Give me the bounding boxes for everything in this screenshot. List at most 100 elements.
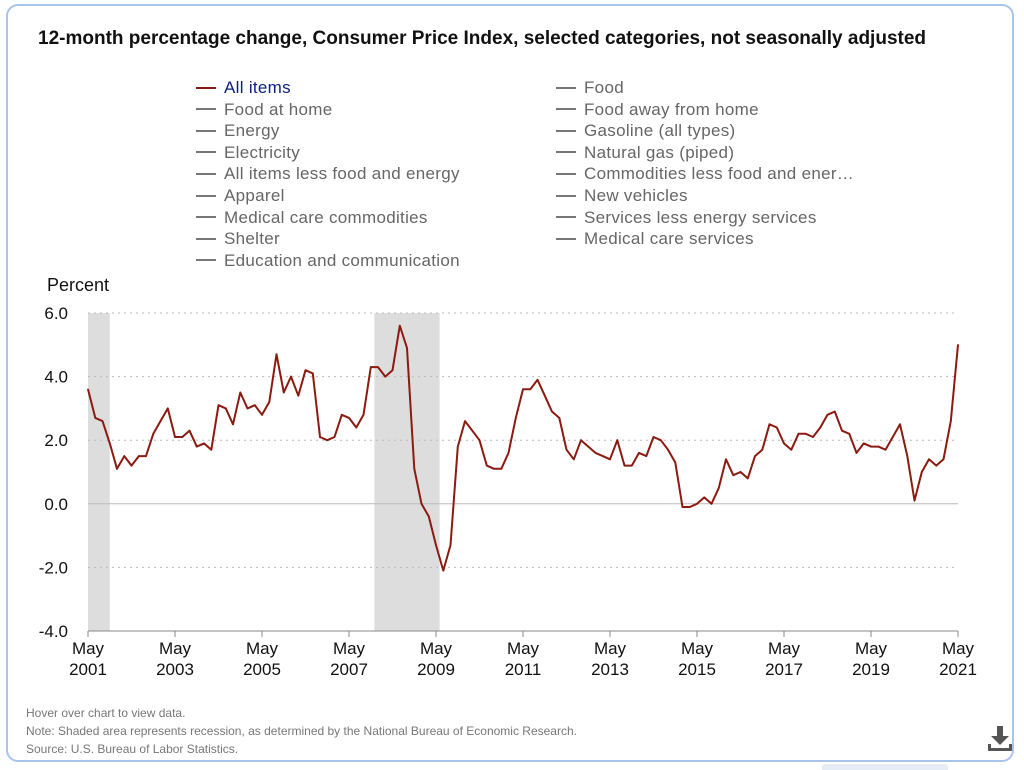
data-point <box>949 420 952 422</box>
data-point <box>87 388 89 391</box>
x-tick-year: 2005 <box>243 660 281 679</box>
data-point <box>493 468 495 470</box>
data-point <box>529 388 532 391</box>
legend-swatch <box>196 108 216 111</box>
data-point <box>884 448 887 451</box>
y-tick-label: 0.0 <box>44 495 68 514</box>
legend-item-food[interactable]: Food <box>556 77 624 99</box>
legend-item-food-at-home[interactable]: Food at home <box>196 99 333 121</box>
legend-swatch <box>556 86 576 89</box>
data-point <box>703 496 706 499</box>
legend-item-energy[interactable]: Energy <box>196 120 280 142</box>
legend-item-natural-gas-piped[interactable]: Natural gas (piped) <box>556 142 734 164</box>
x-tick-year: 2011 <box>505 660 542 679</box>
legend-item-education-and-communication[interactable]: Education and communication <box>196 250 460 272</box>
legend-item-all-items[interactable]: All items <box>196 77 291 99</box>
data-point <box>543 394 546 397</box>
legend-item-all-items-less-food-and-energy[interactable]: All items less food and energy <box>196 163 460 185</box>
data-point <box>906 455 909 457</box>
data-point <box>188 429 191 432</box>
legend-label: Medical care services <box>584 229 754 249</box>
data-point <box>348 417 350 419</box>
x-tick-year: 2003 <box>156 660 194 679</box>
data-point <box>478 439 481 442</box>
data-point <box>710 503 713 505</box>
data-point <box>333 436 336 438</box>
legend-item-gasoline-all-types[interactable]: Gasoline (all types) <box>556 120 736 142</box>
chart-footer: Hover over chart to view data. Note: Sha… <box>26 704 577 758</box>
data-point <box>145 455 147 457</box>
legend-item-shelter[interactable]: Shelter <box>196 228 280 250</box>
chart-title: 12-month percentage change, Consumer Pri… <box>38 28 927 49</box>
data-point <box>601 455 604 457</box>
x-tick-year: 2013 <box>591 660 629 679</box>
data-point <box>746 477 749 480</box>
data-point <box>210 448 213 451</box>
data-point <box>848 433 851 435</box>
legend-item-medical-care-commodities[interactable]: Medical care commodities <box>196 207 428 229</box>
data-point <box>442 569 445 572</box>
data-point <box>420 503 423 505</box>
data-point <box>377 366 379 368</box>
bottom-tab <box>822 764 948 770</box>
legend-item-services-less-energy-services[interactable]: Services less energy services <box>556 207 817 229</box>
legend-item-food-away-from-home[interactable]: Food away from home <box>556 99 759 121</box>
data-point <box>232 423 234 426</box>
data-point <box>761 448 764 451</box>
data-point <box>877 445 880 448</box>
legend-label: Energy <box>224 121 280 141</box>
data-point <box>427 515 430 518</box>
x-tick-month: May <box>72 639 105 658</box>
data-point <box>572 458 575 461</box>
data-point <box>659 439 662 442</box>
x-tick-month: May <box>246 639 279 658</box>
legend-item-electricity[interactable]: Electricity <box>196 142 300 164</box>
legend-item-new-vehicles[interactable]: New vehicles <box>556 185 688 207</box>
data-point <box>311 372 314 375</box>
source-note: Source: U.S. Bureau of Labor Statistics. <box>26 742 239 756</box>
legend-swatch <box>556 194 576 197</box>
legend-swatch <box>196 237 216 240</box>
data-point <box>674 461 677 464</box>
legend-item-medical-care-services[interactable]: Medical care services <box>556 228 754 250</box>
data-point <box>783 442 785 445</box>
data-point <box>224 407 227 410</box>
data-point <box>130 464 133 467</box>
download-icon[interactable] <box>984 722 1016 754</box>
data-point <box>391 369 394 372</box>
data-point <box>804 433 807 435</box>
x-tick-month: May <box>855 639 888 658</box>
data-point <box>725 458 727 461</box>
x-tick-month: May <box>594 639 627 658</box>
y-axis-ticks: 6.0 4.0 2.0 0.0 -2.0 -4.0 <box>39 304 68 641</box>
data-point <box>536 378 539 381</box>
legend-swatch <box>556 172 576 175</box>
legend-label: Services less energy services <box>584 207 817 227</box>
data-point <box>775 426 778 429</box>
data-point <box>355 426 358 429</box>
data-point <box>645 455 648 457</box>
chart-frame <box>6 4 1014 762</box>
data-point <box>913 499 916 502</box>
data-point <box>935 464 938 467</box>
y-axis-label: Percent <box>47 275 109 295</box>
y-tick-label: 4.0 <box>44 368 68 387</box>
data-point <box>261 413 263 416</box>
legend-label: Food at home <box>224 99 333 119</box>
data-point <box>152 433 155 435</box>
data-point <box>957 344 959 346</box>
legend-label: Commodities less food and ener… <box>584 164 855 184</box>
data-point <box>551 410 553 413</box>
x-tick-month: May <box>333 639 366 658</box>
data-point <box>812 436 814 438</box>
x-axis-ticks: May 2001 May 2003 May 2005 May 2007 May 2009 May 20… <box>69 631 977 679</box>
legend-item-apparel[interactable]: Apparel <box>196 185 285 207</box>
legend-label: Shelter <box>224 229 280 249</box>
data-point <box>739 471 742 473</box>
x-tick-month: May <box>507 639 540 658</box>
legend-item-commodities-less-food-and-ener[interactable]: Commodities less food and ener… <box>556 163 854 185</box>
chart-plot[interactable]: Percent 6.0 4.0 2.0 0.0 -2.0 -4.0 May 2001 May 2… <box>0 0 1024 700</box>
data-point <box>862 442 865 445</box>
y-tick-label: 6.0 <box>44 304 68 323</box>
data-point <box>833 410 836 413</box>
